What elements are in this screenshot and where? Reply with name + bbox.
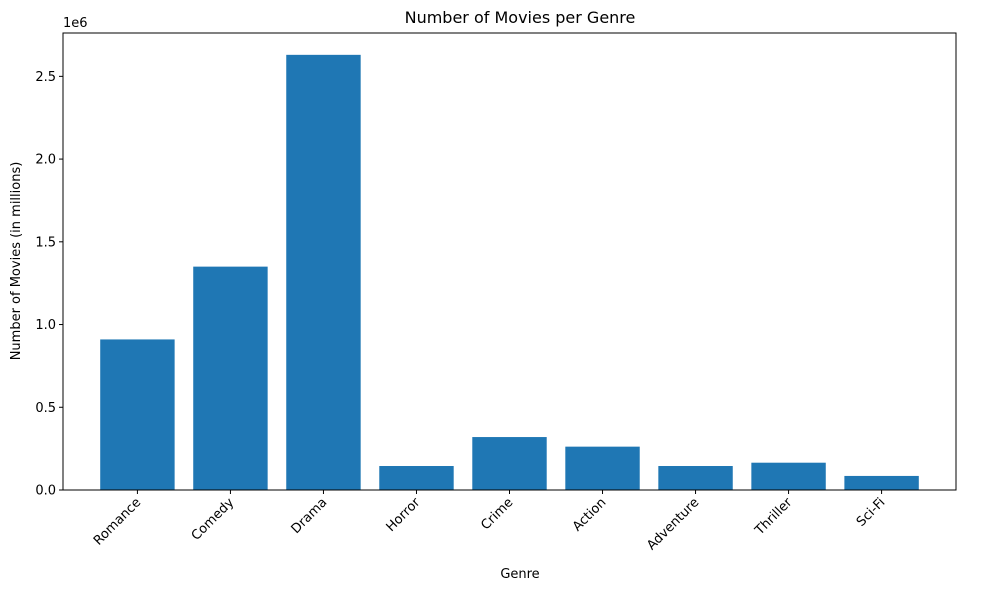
chart-title: Number of Movies per Genre [405,8,636,27]
bar-romance [100,339,175,490]
x-tick-label-romance: Romance [91,495,144,548]
y-axis-ticks: 0.0 0.5 1.0 1.5 2.0 2.5 [35,70,63,499]
x-tick-label-horror: Horror [384,495,424,535]
bar-crime [472,437,547,490]
bar-adventure [658,466,733,490]
x-tick-label-action: Action [570,495,609,534]
x-tick-label-sci-fi: Sci-Fi [854,495,889,530]
y-tick-label: 2.5 [35,70,56,85]
x-tick-label-crime: Crime [478,495,516,533]
y-axis-label: Number of Movies (in millions) [9,162,24,361]
bar-action [565,446,640,490]
y-tick-label: 0.5 [35,401,56,416]
x-axis-label: Genre [500,567,539,582]
y-tick-label: 1.0 [35,318,56,333]
x-tick-label-thriller: Thriller [752,495,796,539]
x-tick-label-drama: Drama [289,495,331,537]
y-tick-label: 1.5 [35,235,56,250]
bar-thriller [751,462,826,490]
y-tick-label: 0.0 [35,484,56,499]
x-tick-label-adventure: Adventure [644,495,702,553]
x-axis-ticks: Romance Comedy Drama Horror Crime Action Adven… [91,490,888,553]
bar-sci-fi [844,475,919,490]
x-tick-label-comedy: Comedy [189,495,238,544]
bars-group [100,54,919,491]
bar-horror [379,466,454,490]
plot-frame [62,32,957,491]
y-tick-label: 2.0 [35,153,56,168]
bar-comedy [193,266,268,490]
y-offset-label: 1e6 [63,16,88,31]
bar-drama [286,54,361,491]
